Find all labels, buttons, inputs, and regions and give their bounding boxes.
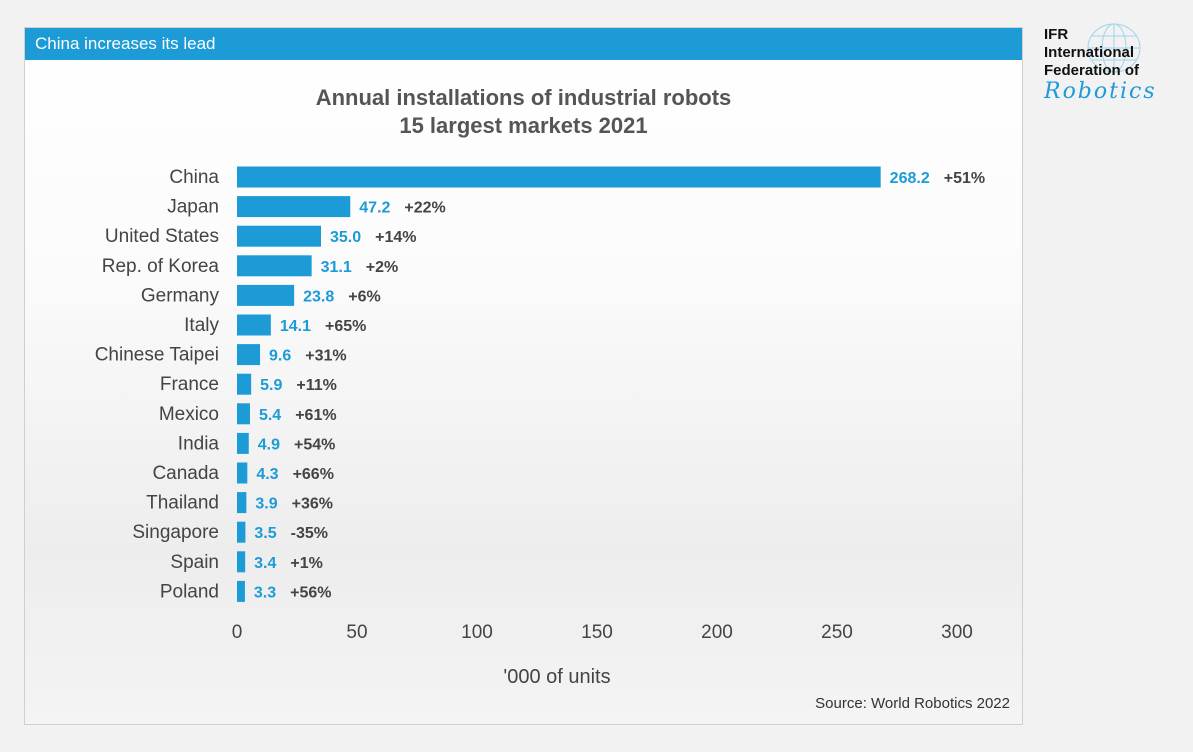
change-label: +31% [305, 348, 346, 365]
value-label: 3.9 [255, 496, 277, 513]
bar [237, 314, 271, 336]
bar [237, 551, 246, 573]
x-tick-label: 300 [941, 622, 973, 643]
change-label: +36% [292, 496, 333, 513]
x-tick-label: 250 [821, 622, 853, 643]
value-label: 5.9 [260, 377, 282, 394]
category-label: Poland [160, 581, 219, 602]
category-label: United States [105, 226, 219, 247]
bar [237, 462, 248, 484]
change-label: +51% [944, 170, 985, 187]
bar [237, 344, 261, 366]
x-tick-label: 0 [232, 622, 243, 643]
value-label: 4.3 [256, 466, 278, 483]
change-label: +2% [366, 259, 398, 276]
value-label: 14.1 [280, 318, 311, 335]
bar [237, 373, 252, 395]
bar [237, 255, 312, 277]
value-label: 31.1 [321, 259, 352, 276]
bar [237, 521, 246, 543]
bar [237, 432, 249, 454]
value-label: 4.9 [258, 436, 280, 453]
source-note: Source: World Robotics 2022 [815, 695, 1010, 712]
category-label: Mexico [159, 404, 219, 425]
value-label: 47.2 [359, 200, 390, 217]
value-label: 3.3 [254, 584, 276, 601]
chart-panel: China increases its lead Annual installa… [24, 27, 1023, 725]
change-label: +61% [295, 407, 336, 424]
category-label: Japan [167, 197, 219, 218]
bar [237, 403, 250, 425]
value-label: 3.4 [254, 555, 276, 572]
logo-line-international: International [1044, 44, 1135, 61]
value-label: 23.8 [303, 288, 334, 305]
change-label: +11% [296, 377, 336, 394]
category-label: Thailand [146, 493, 219, 514]
chart-subtitle: 15 largest markets 2021 [399, 113, 648, 138]
bar [237, 492, 247, 514]
globe-icon [1087, 23, 1141, 73]
category-label: Spain [170, 552, 219, 573]
ifr-logo: IFR International Federation of Robotics [1044, 23, 1184, 116]
change-label: +65% [325, 318, 366, 335]
change-label: +14% [375, 229, 416, 246]
value-label: 3.5 [254, 525, 276, 542]
bar [237, 225, 321, 247]
value-label: 5.4 [259, 407, 281, 424]
category-label: Germany [141, 285, 220, 306]
value-label: 9.6 [269, 348, 291, 365]
x-tick-label: 150 [581, 622, 613, 643]
change-label: +22% [404, 200, 445, 217]
change-label: +1% [290, 555, 322, 572]
bar [237, 196, 351, 218]
x-tick-label: 100 [461, 622, 493, 643]
banner-title: China increases its lead [25, 28, 1022, 60]
category-label: Singapore [132, 522, 219, 543]
category-label: Italy [184, 315, 219, 336]
chart-title: Annual installations of industrial robot… [315, 85, 732, 110]
x-tick-label: 50 [346, 622, 367, 643]
chart-title-block: Annual installations of industrial robot… [25, 84, 1022, 140]
value-label: 268.2 [890, 170, 930, 187]
logo-script-robotics: Robotics [1044, 79, 1157, 104]
category-label: China [169, 167, 219, 188]
bar [237, 580, 245, 602]
bar [237, 166, 881, 188]
x-tick-label: 200 [701, 622, 733, 643]
bar [237, 284, 295, 306]
bar-chart: China 268.2 +51% Japan 47.2 +22% United States… [95, 166, 985, 688]
category-label: India [178, 433, 220, 454]
change-label: -35% [291, 525, 328, 542]
category-label: Chinese Taipei [95, 345, 219, 366]
change-label: +6% [348, 288, 380, 305]
category-label: Canada [152, 463, 219, 484]
change-label: +66% [293, 466, 334, 483]
logo-line-federation: Federation of [1044, 62, 1140, 79]
x-axis-label: '000 of units [503, 666, 610, 688]
change-label: +54% [294, 436, 335, 453]
value-label: 35.0 [330, 229, 361, 246]
logo-line-ifr: IFR [1044, 26, 1069, 43]
change-label: +56% [290, 584, 331, 601]
category-label: France [160, 374, 219, 395]
category-label: Rep. of Korea [102, 256, 220, 277]
